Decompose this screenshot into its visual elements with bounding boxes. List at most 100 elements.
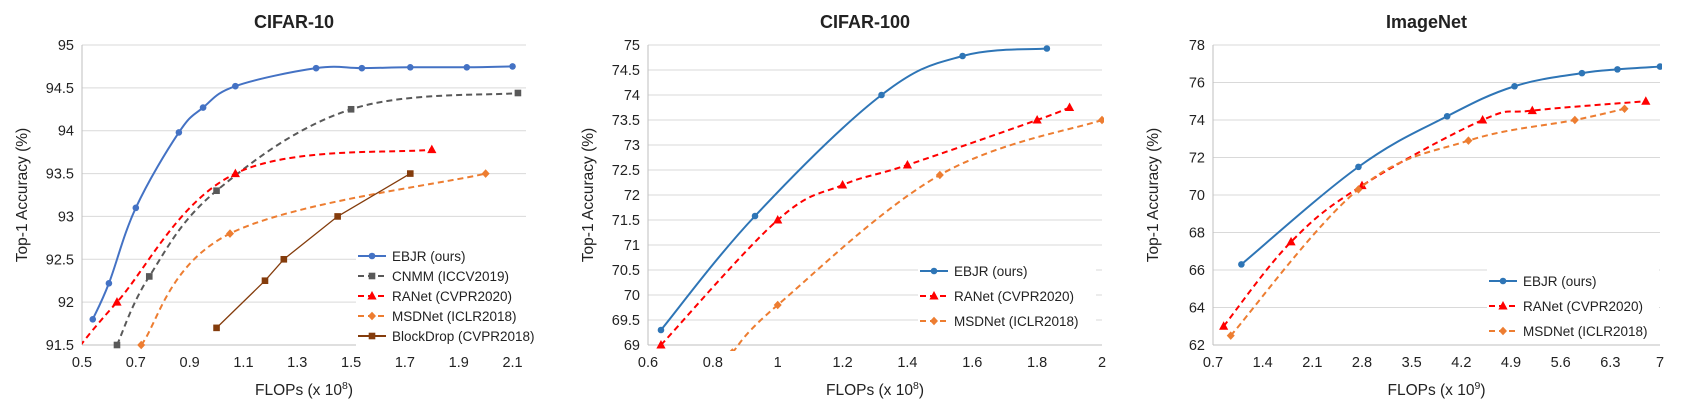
data-point <box>334 213 341 220</box>
data-point <box>1464 136 1473 145</box>
data-point <box>406 170 414 177</box>
x-axis-label: FLOPs (x 108) <box>826 380 924 399</box>
data-point <box>1226 331 1235 340</box>
legend-marker <box>368 311 376 321</box>
y-tick-label: 64 <box>1189 301 1205 317</box>
x-tick-label: 1.5 <box>341 355 361 371</box>
data-point <box>175 129 183 136</box>
data-point <box>406 63 414 71</box>
data-point <box>347 105 355 113</box>
y-tick-label: 74 <box>1189 113 1205 129</box>
data-point <box>230 168 240 178</box>
data-point <box>1614 66 1621 73</box>
data-point <box>773 300 782 310</box>
data-point <box>481 169 490 178</box>
y-tick-label: 69.5 <box>612 313 640 329</box>
series-line-2 <box>1222 100 1646 327</box>
y-tick-label: 94 <box>58 124 74 140</box>
series-line-4 <box>140 172 486 346</box>
legend-entry: MSDNet (ICLR2018) <box>392 309 517 324</box>
chart-title: ImageNet <box>1386 12 1467 32</box>
data-point <box>1578 69 1586 77</box>
x-axis-label: FLOPs (x 109) <box>1387 380 1485 399</box>
data-point <box>837 180 848 189</box>
x-tick-label: 1 <box>774 355 782 371</box>
data-point <box>751 212 759 220</box>
x-tick-label: 1.2 <box>832 355 852 371</box>
series-group <box>82 63 522 350</box>
series-line-1 <box>660 47 1047 331</box>
x-tick-label: 2.1 <box>502 355 522 371</box>
data-point <box>1238 261 1245 268</box>
y-tick-label: 76 <box>1189 76 1205 92</box>
data-point <box>514 89 522 97</box>
x-tick-label: 2 <box>1098 355 1106 371</box>
legend-entry: EBJR (ours) <box>392 249 466 264</box>
x-tick-label: 1.8 <box>1027 355 1047 371</box>
y-tick-label: 70 <box>1189 188 1205 204</box>
x-tick-label: 1.9 <box>449 355 469 371</box>
y-tick-label: 72 <box>624 188 640 204</box>
data-point <box>261 277 269 285</box>
x-tick-label: 1.3 <box>287 355 307 371</box>
x-tick-label: 0.9 <box>180 355 200 371</box>
y-tick-label: 91.5 <box>46 338 74 354</box>
legend: EBJR (ours) RANet (CVPR2020) MSDNet (ICLR2… <box>1487 268 1659 343</box>
x-tick-label: 5.6 <box>1551 355 1571 371</box>
data-point <box>280 255 288 263</box>
y-tick-label: 66 <box>1189 263 1205 279</box>
data-point <box>902 160 913 169</box>
data-point <box>312 64 320 72</box>
data-point <box>1064 102 1075 111</box>
data-point <box>427 144 437 154</box>
series-group <box>1219 63 1662 340</box>
legend-entry: RANet (CVPR2020) <box>1523 299 1643 314</box>
legend-entry: RANet (CVPR2020) <box>392 289 512 304</box>
data-point <box>226 229 234 238</box>
legend-entry: CNMM (ICCV2019) <box>392 269 509 284</box>
legend-marker <box>368 332 376 340</box>
y-axis-label: Top-1 Accuracy (%) <box>14 128 31 262</box>
data-point <box>1219 321 1229 330</box>
data-point <box>132 204 140 212</box>
y-tick-label: 68 <box>1189 226 1205 242</box>
data-point <box>1098 115 1104 125</box>
y-tick-label: 71.5 <box>612 213 640 229</box>
legend-entry: MSDNet (ICLR2018) <box>1523 324 1648 339</box>
y-tick-label: 72 <box>1189 151 1205 167</box>
y-tick-label: 70.5 <box>612 263 640 279</box>
legend: EBJR (ours) CNMM (ICCV2019) RANet (CVPR202… <box>356 243 535 346</box>
data-point <box>137 340 146 350</box>
x-tick-label: 0.8 <box>703 355 723 371</box>
data-point <box>1511 82 1518 90</box>
legend-marker <box>1499 326 1507 336</box>
y-tick-label: 93.5 <box>46 167 74 183</box>
y-tick-label: 74 <box>624 88 640 104</box>
legend-entry: RANet (CVPR2020) <box>954 289 1074 304</box>
x-tick-label: 1.4 <box>897 355 917 371</box>
series-group <box>656 45 1104 351</box>
x-tick-label: 0.7 <box>126 355 146 371</box>
legend-marker <box>368 272 376 280</box>
y-tick-label: 73.5 <box>612 113 640 129</box>
legend-marker <box>930 316 938 326</box>
x-tick-label: 6.3 <box>1600 355 1620 371</box>
y-tick-label: 78 <box>1189 38 1205 54</box>
x-tick-label: 0.5 <box>72 355 92 371</box>
data-point <box>1355 163 1362 171</box>
legend-entry: EBJR (ours) <box>954 264 1028 279</box>
legend-entry: BlockDrop (CVPR2018) <box>392 329 535 344</box>
y-tick-label: 71 <box>624 238 640 254</box>
series-line-3 <box>1229 107 1625 337</box>
data-point <box>773 215 783 224</box>
x-tick-label: 0.6 <box>638 355 658 371</box>
legend-marker <box>929 291 939 300</box>
data-point <box>232 82 239 90</box>
data-point <box>213 187 220 195</box>
x-tick-label: 7 <box>1656 355 1664 371</box>
legend-marker <box>1498 301 1508 310</box>
data-point <box>1570 115 1579 125</box>
data-point <box>1286 236 1296 246</box>
data-point <box>199 104 207 111</box>
chart-title: CIFAR-100 <box>820 12 910 32</box>
